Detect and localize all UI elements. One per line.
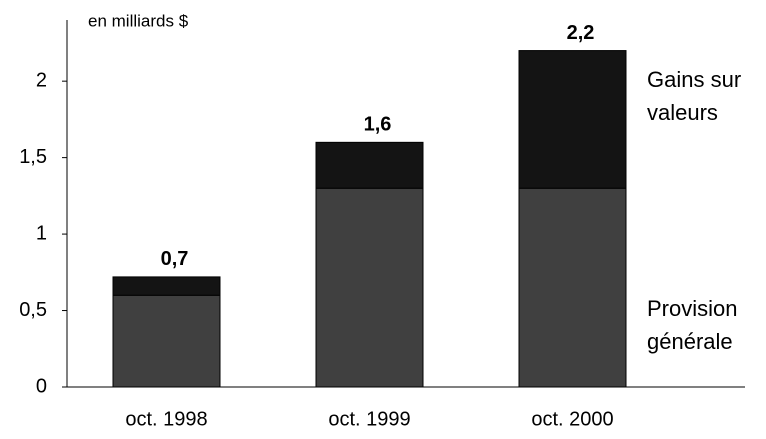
bar-segment [518, 187, 627, 388]
bar-segment [518, 50, 627, 189]
y-tick-label: 1,5 [19, 146, 47, 168]
x-tick-label: oct. 1999 [328, 408, 410, 430]
y-tick-label: 1 [36, 222, 47, 244]
bar-segment [112, 276, 221, 296]
x-tick-label: oct. 2000 [531, 408, 613, 430]
axis-label: en milliards $ [88, 11, 189, 30]
y-tick-label: 2 [36, 69, 47, 91]
bar-segment [315, 187, 424, 388]
y-tick-label: 0,5 [19, 299, 47, 321]
bar-segment [315, 141, 424, 189]
x-tick-label: oct. 1998 [125, 408, 207, 430]
legend-label: Gains sur valeurs [647, 67, 742, 125]
legend-label: Provision générale [647, 296, 738, 354]
total-label: 2,2 [567, 22, 595, 44]
y-tick-label: 0 [36, 375, 47, 397]
total-label: 0,7 [161, 248, 189, 270]
bar-segment [112, 294, 221, 388]
total-label: 1,6 [364, 114, 392, 136]
